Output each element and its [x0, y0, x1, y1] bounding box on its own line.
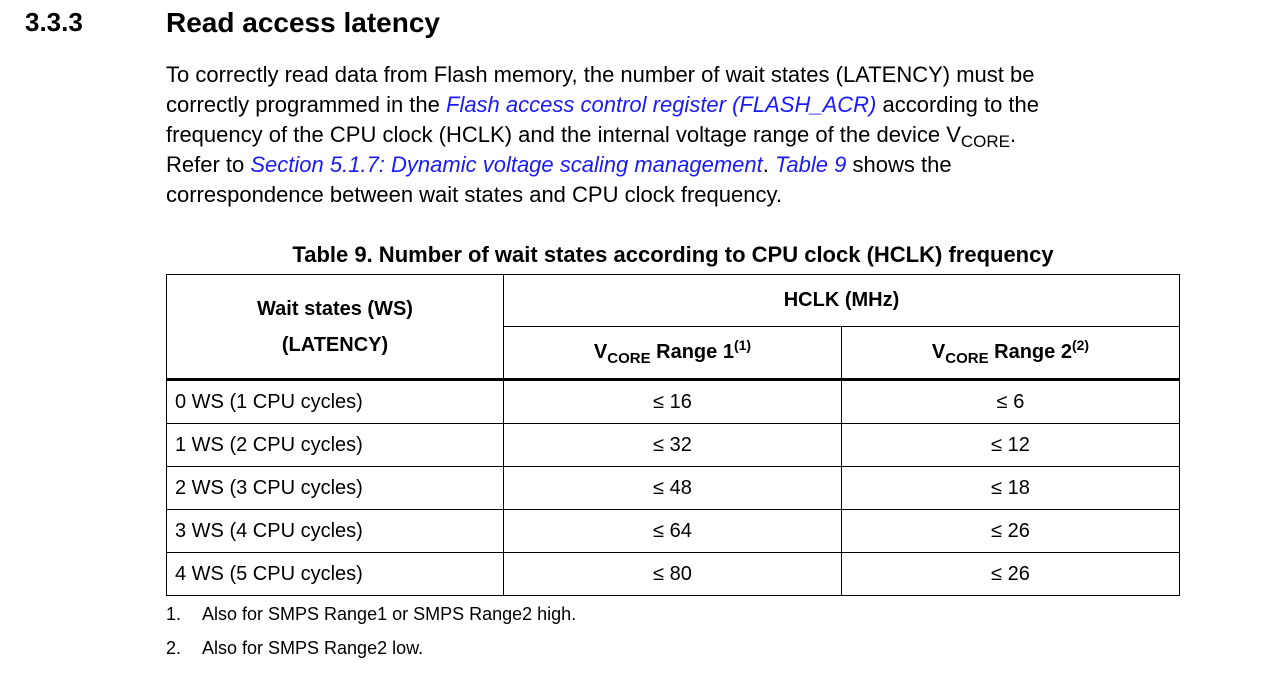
- header-range1: VCORE Range 1(1): [503, 326, 842, 381]
- text: frequency of the CPU clock (HCLK) and th…: [166, 122, 961, 147]
- cell-wait-states: 3 WS (4 CPU cycles): [166, 509, 504, 553]
- table-row: 0 WS (1 CPU cycles) ≤ 16 ≤ 6: [166, 379, 1180, 424]
- header-row: VCORE Range 1(1) VCORE Range 2(2): [166, 326, 1180, 381]
- subscript: CORE: [945, 350, 989, 367]
- table-row: 2 WS (3 CPU cycles) ≤ 48 ≤ 18: [166, 466, 1180, 510]
- cell-wait-states: 2 WS (3 CPU cycles): [166, 466, 504, 510]
- paragraph-line: correspondence between wait states and C…: [166, 182, 782, 207]
- footnote-number: 2.: [166, 638, 182, 658]
- body-paragraph: To correctly read data from Flash memory…: [166, 60, 1039, 210]
- cell-range2: ≤ 26: [841, 509, 1180, 553]
- cell-range1: ≤ 64: [503, 509, 842, 553]
- header-text: V: [931, 341, 946, 363]
- cell-wait-states: 0 WS (1 CPU cycles): [166, 379, 504, 424]
- cell-range2: ≤ 6: [841, 379, 1180, 424]
- footnote-number: 1.: [166, 604, 182, 624]
- header-text: V: [593, 341, 608, 363]
- paragraph-line: Refer to Section 5.1.7: Dynamic voltage …: [166, 150, 1039, 180]
- text: shows the: [846, 152, 952, 177]
- section-number: 3.3.3: [25, 7, 83, 37]
- header-hclk: HCLK (MHz): [503, 274, 1180, 327]
- cell-range1: ≤ 16: [503, 379, 842, 424]
- footnote-ref[interactable]: (1): [733, 337, 752, 353]
- cell-range2: ≤ 26: [841, 552, 1180, 596]
- wait-states-table: Wait states (WS) (LATENCY) HCLK (MHz) VC…: [166, 274, 1180, 596]
- header-text: Wait states (WS): [257, 297, 413, 320]
- subscript: CORE: [960, 132, 1011, 151]
- header-row: Wait states (WS) (LATENCY) HCLK (MHz): [166, 274, 1180, 381]
- table-row: 3 WS (4 CPU cycles) ≤ 64 ≤ 26: [166, 509, 1180, 553]
- section-title: Read access latency: [166, 7, 440, 38]
- paragraph-line: frequency of the CPU clock (HCLK) and th…: [166, 120, 1039, 150]
- cell-range2: ≤ 18: [841, 466, 1180, 510]
- cell-range2: ≤ 12: [841, 423, 1180, 467]
- text: .: [1010, 122, 1017, 147]
- text: Refer to: [166, 152, 251, 177]
- paragraph-line: correctly programmed in the Flash access…: [166, 90, 1039, 120]
- cell-wait-states: 1 WS (2 CPU cycles): [166, 423, 504, 467]
- text: according to the: [876, 92, 1040, 117]
- header-range2: VCORE Range 2(2): [841, 326, 1180, 381]
- footnote-text: Also for SMPS Range2 low.: [202, 638, 424, 658]
- table-row: 1 WS (2 CPU cycles) ≤ 32 ≤ 12: [166, 423, 1180, 467]
- cell-range1: ≤ 32: [503, 423, 842, 467]
- table-row: 4 WS (5 CPU cycles) ≤ 80 ≤ 26: [166, 552, 1180, 596]
- header-text: Range 1: [650, 341, 734, 363]
- section-5-1-7-link[interactable]: Section 5.1.7: Dynamic voltage scaling m…: [250, 152, 763, 177]
- header-wait-states: Wait states (WS) (LATENCY): [166, 274, 504, 381]
- subscript: CORE: [607, 350, 651, 367]
- flash-acr-link[interactable]: Flash access control register (FLASH_ACR…: [446, 92, 877, 117]
- footnote-ref[interactable]: (2): [1071, 337, 1090, 353]
- cell-wait-states: 4 WS (5 CPU cycles): [166, 552, 504, 596]
- footnote-2: 2. Also for SMPS Range2 low.: [166, 638, 423, 659]
- footnote-1: 1. Also for SMPS Range1 or SMPS Range2 hi…: [166, 604, 576, 625]
- cell-range1: ≤ 80: [503, 552, 842, 596]
- paragraph-line: To correctly read data from Flash memory…: [166, 62, 1035, 87]
- cell-range1: ≤ 48: [503, 466, 842, 510]
- text: .: [762, 152, 776, 177]
- table-caption: Table 9. Number of wait states according…: [292, 242, 1054, 267]
- text: correctly programmed in the: [166, 92, 446, 117]
- footnote-text: Also for SMPS Range1 or SMPS Range2 high…: [202, 604, 577, 624]
- header-text: Range 2: [988, 341, 1072, 363]
- header-text: (LATENCY): [281, 333, 389, 356]
- table-9-link[interactable]: Table 9: [775, 152, 847, 177]
